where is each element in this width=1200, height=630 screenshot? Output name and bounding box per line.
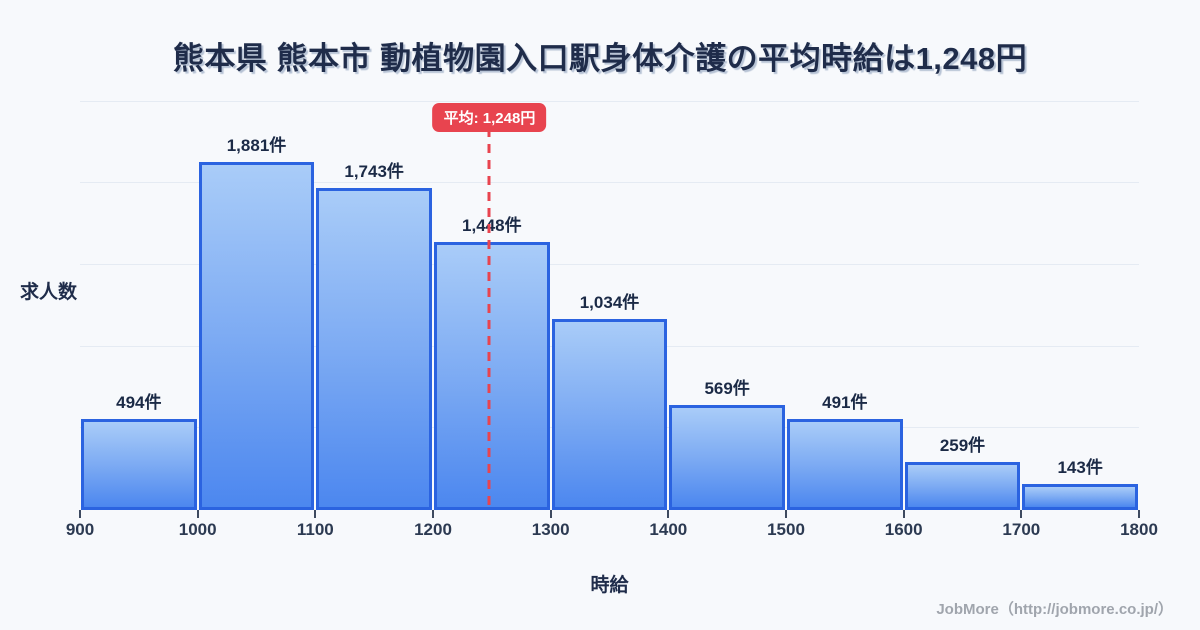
bar-value-label: 143件 [1057,458,1103,477]
x-axis-tick [432,510,434,518]
gridline [80,101,1139,102]
x-tick-label: 1300 [531,520,570,539]
x-tick-label: 1700 [1002,520,1041,539]
x-axis-tick [1138,510,1140,518]
bar-value-label: 1,881件 [226,136,287,155]
average-line [487,128,491,510]
x-axis-label: 時給 [590,575,629,596]
histogram-bar [904,462,1021,510]
histogram-bar [81,419,197,510]
histogram-bar [551,319,668,510]
y-axis-label: 求人数 [20,282,78,303]
x-tick-label: 1100 [296,520,334,539]
x-axis-tick [79,510,81,518]
x-tick-label: 1600 [884,520,923,539]
average-badge: 平均: 1,248円 [432,103,547,132]
histogram-bar [1022,484,1138,510]
histogram-bar [198,162,315,510]
x-axis-tick [314,510,317,518]
chart-title: 熊本県 熊本市 動植物園入口駅身体介護の平均時給は1,248円 [172,41,1028,76]
histogram-bar [434,242,550,510]
gridline [80,182,1139,183]
x-tick-label: 1800 [1120,520,1158,539]
bar-value-label: 494件 [116,393,162,412]
x-tick-label: 1000 [178,520,217,539]
histogram-bar [669,405,785,510]
x-axis-tick [196,510,199,518]
footer-credit: JobMore（http://jobmore.co.jp/） [936,601,1173,618]
x-tick-label: 1500 [767,520,805,539]
x-axis-tick [1020,510,1023,518]
x-axis-tick [902,510,905,518]
bar-value-label: 491件 [822,393,868,412]
gridline [80,264,1139,265]
x-axis-tick [785,510,787,518]
x-axis-tick [549,510,552,518]
bar-value-label: 1,448件 [462,216,522,235]
bar-value-label: 1,034件 [579,293,640,312]
bar-value-label: 1,743件 [344,162,404,181]
x-tick-label: 1200 [414,520,452,539]
plot-area: 平均: 1,248円 494件 1,881件 1,743件 1,448件 1,034件 5… [66,95,1158,539]
x-tick-label: 900 [65,520,95,539]
x-tick-label: 1400 [649,520,688,539]
x-axis-tick [667,510,670,518]
histogram-bar [787,419,903,510]
bar-value-label: 259件 [939,436,986,455]
histogram-bar [316,188,432,510]
bar-value-label: 569件 [704,379,750,398]
